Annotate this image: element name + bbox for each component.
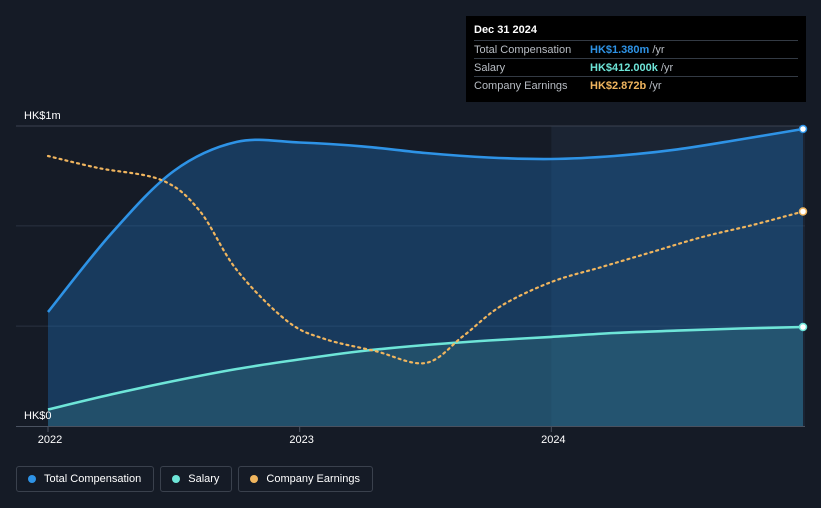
legend-item-salary[interactable]: Salary — [160, 466, 233, 492]
tooltip-label: Company Earnings — [474, 79, 568, 92]
axes: 2022 2023 2024 HK$1m HK$0 — [16, 110, 805, 446]
x-tick-label: 2024 — [541, 434, 565, 446]
gridlines — [16, 125, 805, 426]
tooltip-row-total-compensation: Total Compensation HK$1.380m /yr — [474, 40, 798, 58]
end-marker-salary — [798, 322, 808, 332]
data-tooltip: Dec 31 2024 Total Compensation HK$1.380m… — [466, 16, 806, 102]
tooltip-value: HK$412.000k — [590, 61, 658, 74]
legend-item-company-earnings[interactable]: Company Earnings — [238, 466, 373, 492]
tooltip-unit: /yr — [649, 79, 662, 92]
line-salary — [47, 325, 804, 411]
x-tick-label: 2023 — [289, 434, 313, 446]
tooltip-date: Dec 31 2024 — [474, 24, 537, 36]
tooltip-unit: /yr — [660, 61, 674, 74]
series-lines — [46, 127, 805, 411]
tooltip-value: HK$2.872b — [590, 79, 647, 92]
tooltip-label: Salary — [474, 61, 506, 74]
y-tick-label: HK$0 — [24, 410, 52, 422]
line-earnings — [46, 154, 805, 365]
tooltip-label: Total Compensation — [474, 43, 572, 56]
series-areas — [48, 129, 803, 426]
tooltip-unit: /yr — [652, 43, 665, 56]
legend-label: Salary — [188, 473, 220, 485]
chart-legend: Total Compensation Salary Company Earnin… — [16, 466, 373, 492]
end-marker-total_comp — [798, 124, 808, 134]
tooltip-row-company-earnings: Company Earnings HK$2.872b /yr — [474, 76, 798, 94]
legend-label: Total Compensation — [44, 473, 142, 485]
line-total_comp — [46, 127, 804, 313]
legend-item-total-compensation[interactable]: Total Compensation — [16, 466, 155, 492]
legend-label: Company Earnings — [266, 473, 360, 485]
legend-dot-icon — [172, 475, 181, 483]
highlight-region — [551, 126, 805, 426]
x-tick-label: 2022 — [38, 434, 62, 446]
legend-dot-icon — [250, 475, 259, 483]
area-salary — [48, 327, 803, 426]
legend-dot-icon — [28, 475, 36, 483]
end-markers — [798, 124, 808, 332]
area-total_comp — [48, 129, 803, 426]
tooltip-row-salary: Salary HK$412.000k /yr — [474, 58, 798, 76]
y-tick-label: HK$1m — [24, 110, 61, 122]
tooltip-value: HK$1.380m — [590, 43, 650, 56]
end-marker-earnings — [798, 207, 808, 216]
